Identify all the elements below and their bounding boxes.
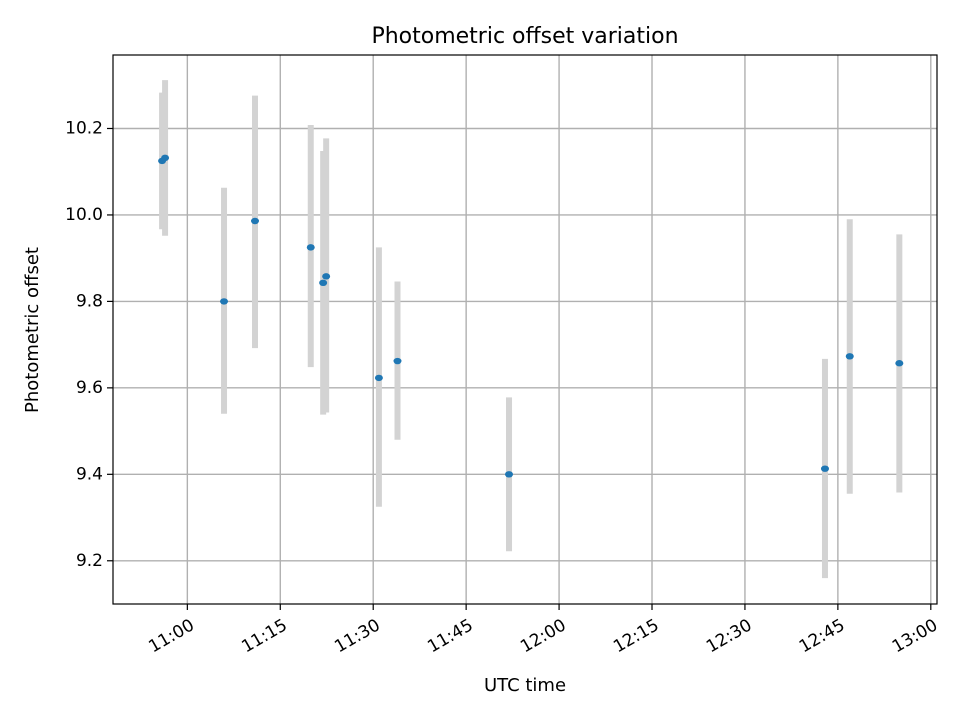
y-tick-label: 9.8	[76, 291, 103, 311]
data-points	[158, 154, 904, 478]
data-point	[845, 353, 854, 360]
y-axis-label: Photometric offset	[22, 247, 43, 413]
data-point	[161, 154, 170, 162]
data-point	[505, 471, 514, 478]
data-point	[220, 298, 229, 305]
axes-frame	[112, 54, 938, 605]
y-axis-ticks: 9.2 9.4 9.6 9.8 10.0 10.2	[65, 118, 113, 571]
x-axis-label: UTC time	[484, 675, 566, 696]
data-point	[393, 357, 402, 365]
data-point	[820, 465, 829, 472]
data-point	[306, 244, 315, 251]
data-point	[322, 273, 331, 280]
data-point	[250, 217, 259, 225]
y-tick-label: 9.2	[76, 551, 103, 571]
y-tick-label: 10.2	[65, 118, 103, 138]
plot-area	[113, 55, 937, 604]
data-point	[319, 279, 328, 287]
y-tick-label: 10.0	[65, 205, 103, 225]
chart-title: Photometric offset variation	[371, 24, 678, 49]
y-tick-label: 9.4	[76, 464, 103, 484]
data-point	[895, 360, 904, 367]
data-point	[374, 374, 383, 382]
grid-lines	[113, 55, 937, 604]
y-tick-label: 9.6	[76, 378, 103, 398]
